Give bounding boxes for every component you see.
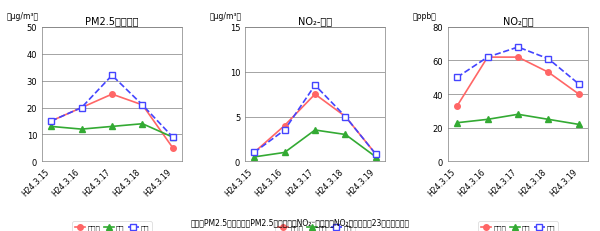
Title: PM2.5質量濃度: PM2.5質量濃度 (85, 16, 139, 26)
松原 (342, 116, 349, 119)
最大濃 (251, 151, 258, 154)
松原 (545, 58, 552, 61)
基本 (169, 136, 176, 139)
Text: 図８　PM2.5質量濃度、PM2.5に含まれるNO₂⁻濃度及びNO₂濃度（平成23年度　春季）: 図８ PM2.5質量濃度、PM2.5に含まれるNO₂⁻濃度及びNO₂濃度（平成2… (190, 217, 410, 226)
松原 (47, 120, 55, 123)
最大濃 (311, 93, 319, 96)
松原 (139, 104, 146, 107)
最大濃 (454, 105, 461, 108)
松原 (109, 75, 116, 77)
Line: 基本: 基本 (454, 112, 581, 128)
Legend: 最大濃, 基本, 松原: 最大濃, 基本, 松原 (275, 222, 355, 231)
松原 (372, 153, 379, 156)
基本 (484, 119, 491, 121)
基本 (311, 129, 319, 132)
松原 (514, 46, 521, 49)
基本 (342, 134, 349, 136)
最大濃 (139, 104, 146, 107)
最大濃 (484, 56, 491, 59)
Line: 松原: 松原 (454, 45, 581, 87)
基本 (139, 123, 146, 126)
Line: 松原: 松原 (49, 73, 176, 140)
最大濃 (109, 93, 116, 96)
Line: 最大濃: 最大濃 (251, 92, 379, 157)
基本 (454, 122, 461, 125)
松原 (484, 56, 491, 59)
松原 (281, 129, 288, 132)
基本 (251, 156, 258, 159)
最大濃 (169, 147, 176, 150)
最大濃 (575, 93, 583, 96)
最大濃 (47, 120, 55, 123)
松原 (311, 84, 319, 87)
最大濃 (514, 56, 521, 59)
基本 (78, 128, 85, 131)
最大濃 (372, 153, 379, 156)
Line: 最大濃: 最大濃 (454, 55, 581, 109)
松原 (575, 83, 583, 86)
松原 (251, 151, 258, 154)
基本 (545, 119, 552, 121)
松原 (78, 107, 85, 109)
基本 (575, 123, 583, 126)
最大濃 (78, 107, 85, 109)
Line: 基本: 基本 (49, 122, 176, 140)
松原 (169, 136, 176, 139)
Legend: 最大濃, 基本, 松原: 最大濃, 基本, 松原 (72, 222, 152, 231)
松原 (454, 76, 461, 79)
最大濃 (281, 125, 288, 127)
基本 (372, 156, 379, 159)
基本 (281, 151, 288, 154)
Title: NO₂-濃度: NO₂-濃度 (298, 16, 332, 26)
基本 (47, 125, 55, 128)
Legend: 最大濃, 基本, 松原: 最大濃, 基本, 松原 (478, 222, 558, 231)
Title: NO₂濃度: NO₂濃度 (503, 16, 533, 26)
Text: （μg/m³）: （μg/m³） (210, 12, 242, 21)
Text: （ppb）: （ppb） (413, 12, 437, 21)
最大濃 (545, 72, 552, 74)
Line: 基本: 基本 (251, 128, 379, 160)
Text: （μg/m³）: （μg/m³） (7, 12, 39, 21)
Line: 最大濃: 最大濃 (49, 92, 176, 151)
最大濃 (342, 116, 349, 119)
Line: 松原: 松原 (251, 83, 379, 157)
基本 (514, 113, 521, 116)
基本 (109, 125, 116, 128)
